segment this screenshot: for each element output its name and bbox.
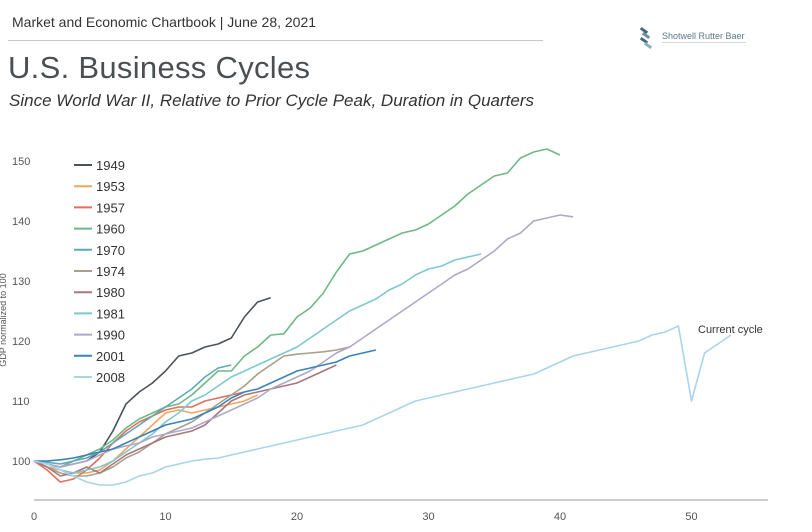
legend-label-1981: 1981 [96,306,125,321]
legend-label-1949: 1949 [96,158,125,173]
legend-label-2001: 2001 [96,349,125,364]
page-title: U.S. Business Cycles [8,50,311,85]
legend-label-1980: 1980 [96,285,125,300]
legend-label-1960: 1960 [96,222,125,237]
stacked-bars-logo-icon [639,26,653,50]
chartbook-header: Market and Economic Chartbook | June 28,… [12,14,317,30]
y-tick-label: 120 [12,336,30,348]
legend-label-2008: 2008 [96,370,125,385]
logo-underline [662,42,746,43]
series-line-1960 [33,148,561,468]
legend-label-1970: 1970 [96,243,125,258]
legend-label-1957: 1957 [96,200,125,215]
header-divider [8,40,543,41]
company-logo: Shotwell Rutter Baer [636,26,766,57]
annotation-current-cycle: Current cycle [698,324,763,336]
y-tick-label: 110 [12,396,30,408]
logo-text: Shotwell Rutter Baer [662,31,745,41]
y-tick-label: 140 [12,216,30,228]
x-tick-label: 40 [554,511,566,523]
legend-label-1974: 1974 [96,264,125,279]
y-tick-label: 100 [12,456,30,468]
series-line-2008 [33,325,732,486]
series-line-1981 [33,253,482,474]
y-tick-label: 130 [12,276,30,288]
page-subtitle: Since World War II, Relative to Prior Cy… [9,91,534,110]
x-tick-label: 0 [31,511,37,523]
x-tick-label: 30 [422,511,434,523]
x-tick-label: 50 [685,511,697,523]
series-line-1990 [33,214,574,468]
series-line-1980 [33,364,337,477]
series-line-2001 [34,349,377,462]
x-tick-label: 10 [159,511,171,523]
series-line-1957 [33,391,245,483]
series-line-1974 [33,346,350,477]
legend-label-1953: 1953 [96,179,125,194]
series-line-1949 [33,297,271,468]
y-tick-label: 150 [12,156,30,168]
x-tick-label: 20 [291,511,303,523]
series-line-1970 [33,364,232,465]
legend-label-1990: 1990 [96,328,125,343]
y-axis-label: GDP normalized to 100 [0,273,8,366]
